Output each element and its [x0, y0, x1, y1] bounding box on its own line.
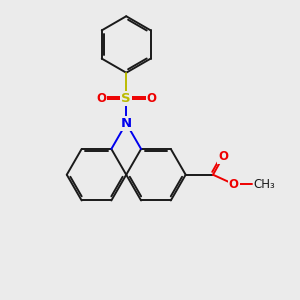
Text: N: N	[121, 117, 132, 130]
Text: CH₃: CH₃	[254, 178, 275, 191]
Text: O: O	[218, 150, 228, 163]
Text: O: O	[146, 92, 157, 105]
Text: O: O	[96, 92, 106, 105]
Text: S: S	[122, 92, 131, 105]
Text: O: O	[229, 178, 239, 191]
